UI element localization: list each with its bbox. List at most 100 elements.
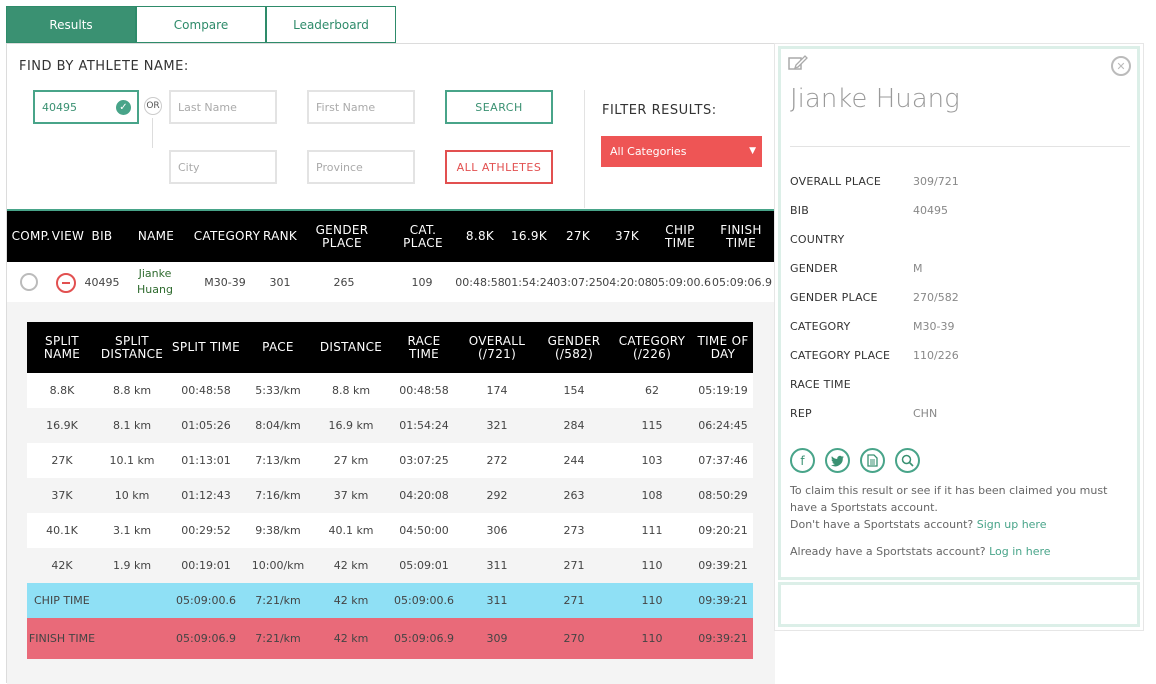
table-row: 27K 10.1 km 01:13:01 7:13/km 27 km 03:07:25 27… [27,443,753,478]
split-cell: 8.1 km [112,419,152,432]
collapse-icon[interactable] [56,273,76,293]
athlete-name-link[interactable]: Jianke Huang [137,267,173,296]
filter-separator [584,90,585,208]
split-cell: CHIP TIME [34,594,90,607]
cell-bib: 40495 [84,275,120,289]
search-icon[interactable] [895,448,920,473]
facebook-icon[interactable]: f [790,448,815,473]
col-8-8k: 8.8K [465,229,495,243]
split-cell: 9:38/km [255,524,301,537]
split-cell: 01:13:01 [181,454,231,467]
edit-icon[interactable] [788,55,808,71]
split-cell: 04:50:00 [399,524,449,537]
col-time-of-day: TIME OF DAY [697,333,749,361]
split-cell: 270 [563,631,585,645]
split-cell: 00:19:01 [181,559,231,572]
table-row: 37K 10 km 01:12:43 7:16/km 37 km 04:20:08 292 2… [27,478,753,513]
info-label: COUNTRY [790,233,845,246]
split-cell: 09:39:21 [698,631,748,645]
split-cell: 7:21/km [255,594,301,607]
split-cell: 27 km [333,454,369,467]
split-cell: 09:39:21 [698,559,748,572]
split-cell: 271 [563,594,585,607]
tab-compare[interactable]: Compare [136,6,266,43]
split-cell: 8.8K [49,384,75,397]
twitter-icon[interactable] [825,448,850,473]
find-by-name-title: FIND BY ATHLETE NAME: [19,59,189,74]
cell-category: M30-39 [204,275,246,289]
results-table-header: COMP. VIEW BIB NAME CATEGORY RANK GENDER… [7,211,775,262]
or-divider: OR [144,97,162,115]
athlete-panel: ✕ Jianke Huang OVERALL PLACE 309/721 BIB 40… [778,46,1140,580]
col-finish-time: FINISH TIME [720,222,762,250]
cell-cat-place: 109 [411,275,433,289]
col-pace: PACE [262,340,294,354]
all-athletes-button[interactable]: ALL ATHLETES [445,150,553,184]
document-icon[interactable] [860,448,885,473]
caret-down-icon: ▼ [749,146,756,156]
split-cell: 115 [641,419,663,432]
split-cell: 5:33/km [255,384,301,397]
split-cell: 263 [563,489,585,502]
compare-radio[interactable] [20,273,38,291]
table-row: 40.1K 3.1 km 00:29:52 9:38/km 40.1 km 04:50:0… [27,513,753,548]
log-in-link[interactable]: Log in here [989,545,1051,558]
tab-leaderboard[interactable]: Leaderboard [266,6,396,43]
info-label: CATEGORY [790,320,851,333]
col-gender: GENDER (/582) [547,333,601,361]
athlete-panel-footer [778,582,1140,627]
cell-37k: 04:20:08 [602,275,652,289]
sign-up-link[interactable]: Sign up here [976,518,1047,531]
results-panel: FIND BY ATHLETE NAME: 40495 ✓ OR Last Na… [6,43,775,684]
last-name-input[interactable]: Last Name [169,90,277,124]
split-cell: 03:07:25 [399,454,449,467]
split-cell: 09:20:21 [698,524,748,537]
split-cell: 108 [641,489,663,502]
split-cell: 110 [641,594,663,607]
col-chip-time: CHIP TIME [664,222,695,250]
split-cell: 05:09:01 [399,559,449,572]
search-button[interactable]: SEARCH [445,90,553,124]
bib-input[interactable]: 40495 ✓ [33,90,139,124]
col-comp: COMP. [11,229,51,243]
col-category: CATEGORY (/226) [618,333,686,361]
city-input[interactable]: City [169,150,277,184]
split-cell: 311 [486,594,508,607]
split-cell: 7:21/km [255,631,301,645]
split-cell: 40.1 km [328,524,374,537]
split-cell: 16.9 km [328,419,374,432]
divider [7,209,775,211]
info-label: GENDER PLACE [790,291,878,304]
table-row: 40495 Jianke Huang M30-39 301 265 109 00… [7,262,775,302]
check-icon: ✓ [116,100,131,115]
athlete-panel-frame [774,43,1144,631]
category-select[interactable]: All Categories ▼ [601,136,762,167]
or-line [152,118,153,148]
split-cell: 10:00/km [251,559,305,572]
split-cell: 00:29:52 [181,524,231,537]
split-table: SPLIT NAME SPLIT DISTANCE SPLIT TIME PACE DI… [27,322,753,659]
split-cell: 111 [641,524,663,537]
split-cell: 8:04/km [255,419,301,432]
split-cell: 7:13/km [255,454,301,467]
col-category: CATEGORY [193,229,261,243]
split-cell: 42K [51,559,73,572]
col-27k: 27K [565,229,591,243]
province-input[interactable]: Province [307,150,415,184]
col-overall: OVERALL (/721) [468,333,526,361]
split-cell: 309 [486,631,508,645]
split-cell: 00:48:58 [181,384,231,397]
col-37k: 37K [614,229,640,243]
info-label: RACE TIME [790,378,851,391]
divider [790,146,1130,147]
first-name-input[interactable]: First Name [307,90,415,124]
close-icon[interactable]: ✕ [1111,56,1131,76]
col-bib: BIB [91,229,113,243]
split-cell: 08:50:29 [698,489,748,502]
split-cell: 1.9 km [112,559,152,572]
category-select-value: All Categories [610,145,687,158]
table-row: 8.8K 8.8 km 00:48:58 5:33/km 8.8 km 00:48:58 1… [27,373,753,408]
col-gender-place: GENDER PLACE [315,222,369,250]
split-cell: 3.1 km [112,524,152,537]
tab-results[interactable]: Results [6,6,136,43]
